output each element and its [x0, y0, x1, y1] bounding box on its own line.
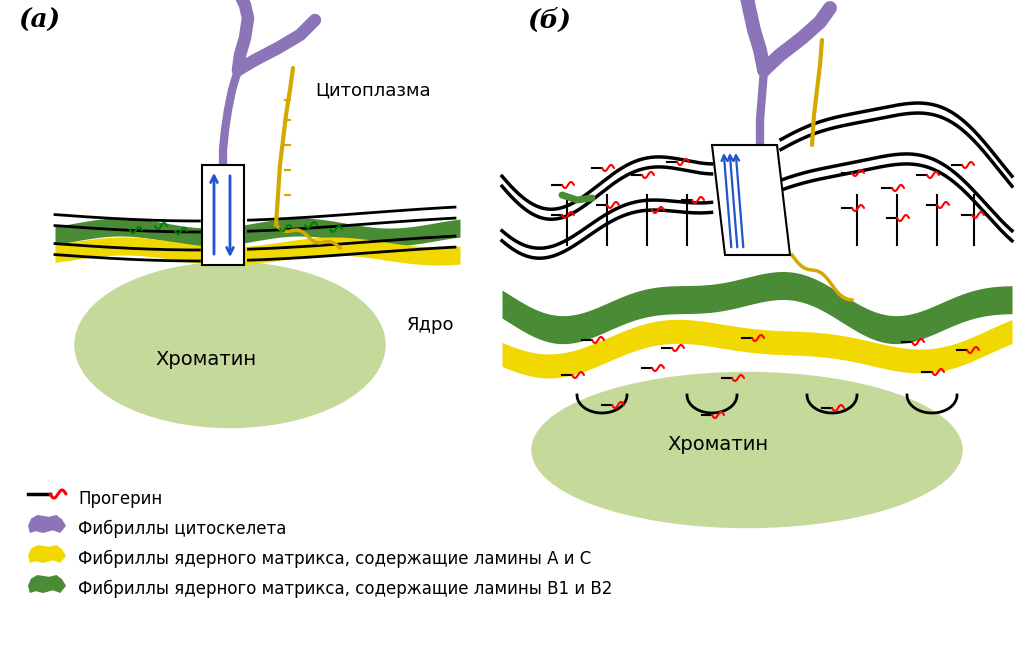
Text: (б): (б): [527, 8, 571, 33]
Polygon shape: [28, 575, 66, 593]
Polygon shape: [28, 515, 66, 533]
Text: Фибриллы ядерного матрикса, содержащие ламины А и С: Фибриллы ядерного матрикса, содержащие л…: [78, 550, 591, 568]
Text: Ядро: Ядро: [407, 316, 454, 334]
Ellipse shape: [75, 263, 385, 428]
Polygon shape: [712, 145, 790, 255]
Text: Прогерин: Прогерин: [78, 490, 162, 508]
Text: Фибриллы ядерного матрикса, содержащие ламины В1 и В2: Фибриллы ядерного матрикса, содержащие л…: [78, 580, 612, 598]
Ellipse shape: [532, 372, 962, 527]
Text: Цитоплазма: Цитоплазма: [315, 81, 430, 99]
Text: (а): (а): [18, 8, 60, 33]
Text: Хроматин: Хроматин: [667, 435, 768, 454]
Bar: [202, 165, 244, 265]
Polygon shape: [28, 545, 66, 563]
Text: Фибриллы цитоскелета: Фибриллы цитоскелета: [78, 520, 286, 538]
Text: Хроматин: Хроматин: [155, 350, 256, 369]
